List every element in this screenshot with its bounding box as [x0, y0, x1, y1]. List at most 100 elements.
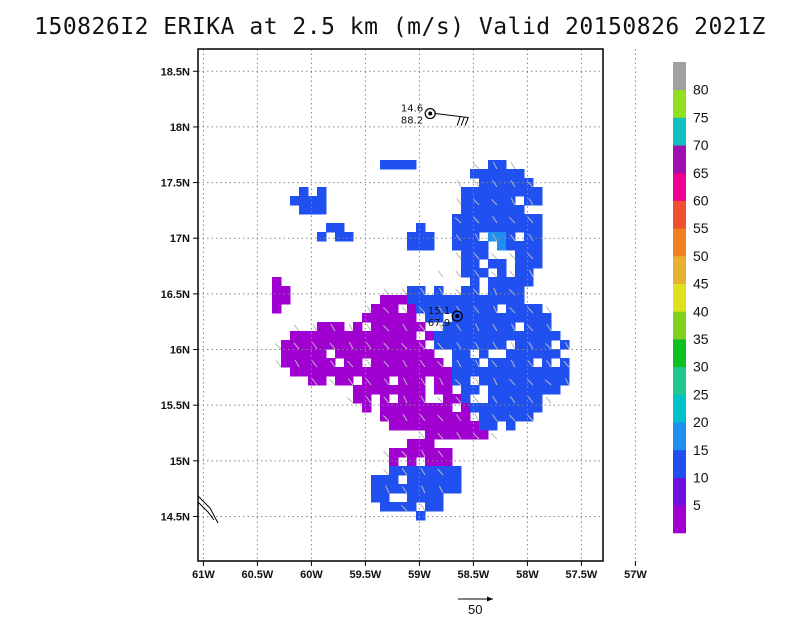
wind-cell — [470, 295, 480, 305]
wind-cell — [443, 421, 453, 431]
wind-cell — [470, 187, 480, 197]
wind-vector — [474, 233, 480, 242]
wind-vector — [437, 450, 444, 458]
wind-cell — [515, 178, 525, 188]
wind-vector — [492, 234, 498, 242]
wind-cell — [524, 331, 534, 341]
wind-vector — [382, 415, 390, 422]
wind-vector — [436, 361, 444, 368]
wind-cell — [335, 322, 345, 332]
wind-vector — [401, 504, 408, 512]
wind-vector — [492, 323, 498, 332]
wind-cell — [290, 340, 300, 350]
wind-vector — [382, 307, 390, 314]
wind-vector — [509, 396, 516, 404]
wind-cell — [416, 511, 426, 521]
lon-tick-label: 60.5W — [242, 569, 274, 581]
lat-tick-label: 17N — [170, 233, 190, 245]
wind-cell — [488, 412, 498, 422]
wind-vector — [528, 197, 534, 206]
wind-cell — [524, 196, 534, 206]
wind-vector — [403, 395, 408, 404]
wind-cell — [506, 187, 516, 197]
wind-vector — [456, 359, 462, 368]
wind-cell — [335, 376, 345, 386]
wind-cell — [452, 232, 462, 242]
wind-cell — [434, 367, 444, 377]
wind-cell — [452, 367, 462, 377]
wind-cell — [461, 421, 471, 431]
wind-cell — [488, 223, 498, 233]
wind-cell — [443, 412, 453, 422]
wind-vector — [348, 341, 354, 350]
wind-vector — [437, 270, 444, 278]
wind-cell — [479, 412, 489, 422]
wind-cell — [407, 421, 417, 431]
wind-vector — [510, 359, 516, 368]
wind-cell — [542, 367, 552, 377]
wind-vector — [510, 197, 516, 206]
wind-vector — [402, 413, 408, 422]
wind-cell — [443, 367, 453, 377]
wind-cell — [272, 304, 282, 314]
wind-cell — [317, 340, 327, 350]
wind-cell — [524, 187, 534, 197]
wind-cell — [461, 205, 471, 215]
wind-cell — [416, 223, 426, 233]
wind-cell — [416, 412, 426, 422]
wind-cell — [326, 223, 336, 233]
wind-cell — [497, 232, 507, 242]
wind-cell — [497, 412, 507, 422]
wind-vector — [473, 396, 480, 404]
wind-cell — [398, 484, 408, 494]
wind-cell — [524, 277, 534, 287]
wind-cell — [560, 367, 570, 377]
wind-cell — [479, 196, 489, 206]
wind-cell — [425, 493, 435, 503]
wind-cell — [533, 385, 543, 395]
wind-vector — [401, 342, 408, 350]
wind-cell — [533, 214, 543, 224]
colorbar-swatch — [673, 62, 686, 91]
wind-cell — [524, 385, 534, 395]
wind-cell — [506, 178, 516, 188]
wind-vector — [436, 397, 444, 404]
wind-vector — [419, 432, 426, 440]
wind-cell — [488, 295, 498, 305]
wind-cell — [416, 439, 426, 449]
wind-cell — [497, 376, 507, 386]
wind-cell — [407, 322, 417, 332]
wind-cell — [272, 286, 282, 296]
wind-vector — [401, 486, 408, 494]
wind-cell — [407, 403, 417, 413]
colorbar-label: 65 — [693, 165, 709, 181]
wind-vector — [401, 468, 408, 476]
wind-cell — [497, 205, 507, 215]
wind-vector — [492, 341, 498, 350]
colorbar-swatch — [673, 394, 686, 423]
colorbar-swatch — [673, 366, 686, 395]
wind-cell — [506, 232, 516, 242]
wind-cell — [299, 367, 309, 377]
wind-cell — [443, 385, 453, 395]
storm-center-icon — [451, 310, 463, 322]
colorbar-label: 35 — [693, 331, 709, 347]
colorbar-label: 20 — [693, 414, 709, 430]
wind-cell — [470, 169, 480, 179]
wind-cell — [515, 385, 525, 395]
wind-cell — [443, 484, 453, 494]
wind-vector — [420, 467, 426, 476]
wind-vector — [509, 216, 516, 224]
wind-vector — [474, 377, 480, 386]
wind-cell — [452, 223, 462, 233]
wind-barb — [460, 117, 465, 126]
wind-cell — [425, 412, 435, 422]
wind-cell — [299, 331, 309, 341]
wind-cell — [452, 484, 462, 494]
wind-vector — [474, 341, 480, 350]
wind-cell — [470, 421, 480, 431]
wind-cell — [407, 466, 417, 476]
colorbar-swatch — [673, 145, 686, 174]
wind-vector — [527, 378, 534, 386]
wind-vector — [293, 342, 300, 350]
